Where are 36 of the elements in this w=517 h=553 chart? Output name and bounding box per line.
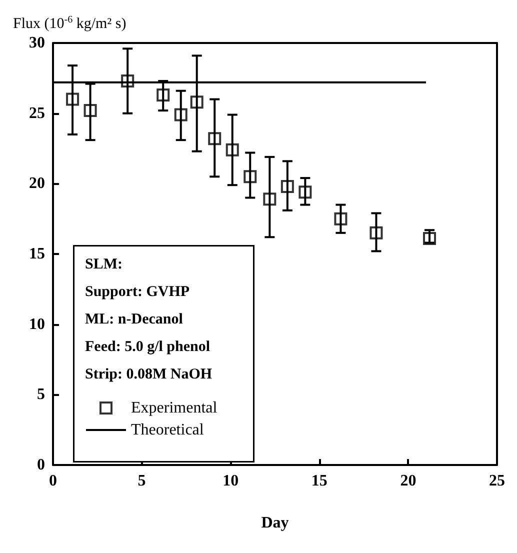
point bbox=[121, 74, 134, 88]
point bbox=[244, 170, 257, 184]
y-tick-label: 15 bbox=[29, 246, 45, 262]
point bbox=[280, 180, 294, 193]
y-tick-label: 10 bbox=[29, 316, 45, 333]
point bbox=[370, 226, 383, 240]
point bbox=[190, 96, 204, 109]
point bbox=[174, 108, 188, 122]
point bbox=[263, 192, 276, 206]
x-axis-title: Day bbox=[261, 514, 289, 532]
x-tick-label: 15 bbox=[311, 472, 328, 490]
annotation: Strip: 0.08M NaOH bbox=[85, 366, 212, 382]
point bbox=[226, 143, 239, 156]
point bbox=[156, 88, 170, 102]
point bbox=[66, 92, 80, 106]
legend-label: Theoretical bbox=[131, 422, 204, 438]
y-tick-label: 5 bbox=[37, 386, 45, 404]
y-tick-label: 0 bbox=[37, 456, 45, 474]
point bbox=[298, 186, 312, 199]
point bbox=[208, 132, 222, 146]
x-tick-label: 5 bbox=[138, 472, 146, 490]
x-tick-label: 25 bbox=[489, 472, 505, 490]
legend-label: Experimental bbox=[131, 400, 218, 416]
x-tick-label: 10 bbox=[222, 472, 239, 490]
x-tick-label: 20 bbox=[400, 472, 416, 490]
x-tick-label: 0 bbox=[49, 472, 57, 490]
point bbox=[423, 232, 436, 246]
annotation: Feed: 5.0 g/l phenol bbox=[85, 339, 210, 355]
point bbox=[334, 212, 348, 226]
point bbox=[84, 104, 97, 118]
y-tick-label: 20 bbox=[29, 175, 45, 192]
annotation: SLM: bbox=[85, 256, 122, 272]
y-tick-label: 30 bbox=[29, 34, 45, 52]
annotation: ML: n-Decanol bbox=[85, 312, 183, 328]
annotation: Support: GVHP bbox=[85, 284, 190, 300]
y-tick-label: 25 bbox=[29, 104, 45, 122]
